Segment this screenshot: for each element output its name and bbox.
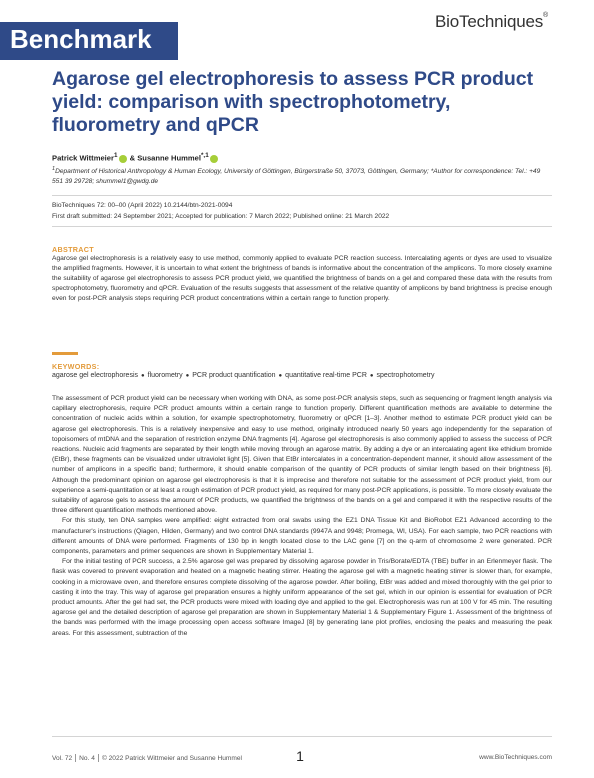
- keyword: spectrophotometry: [376, 372, 435, 379]
- abstract-text: Agarose gel electrophoresis is a relativ…: [52, 255, 552, 302]
- abstract-heading: ABSTRACT: [52, 245, 94, 254]
- journal-logo: BioTechniques®: [435, 12, 548, 31]
- orcid-icon[interactable]: [209, 154, 218, 163]
- keyword-separator: ●: [185, 373, 190, 379]
- footer-separator: [97, 754, 99, 762]
- footer-divider: [52, 736, 552, 737]
- footer-separator: [75, 754, 77, 762]
- keywords-list: agarose gel electrophoresis ● fluorometry ●…: [52, 372, 552, 379]
- author-affiliation-marker: *,1: [200, 152, 209, 159]
- body-paragraph: For this study, ten DNA samples were amp…: [52, 517, 552, 556]
- keywords-accent-bar: [52, 352, 78, 355]
- author-name: Susanne Hummel: [137, 153, 201, 163]
- footer-volume: Vol. 72: [52, 754, 73, 762]
- article-body: The assessment of PCR product yield can …: [52, 394, 552, 639]
- orcid-icon[interactable]: [118, 154, 127, 163]
- keyword: quantitative real-time PCR: [285, 372, 367, 379]
- keyword-separator: ●: [369, 373, 374, 379]
- page-number: 1: [296, 748, 304, 764]
- affiliation-marker: 1: [52, 166, 56, 172]
- body-paragraph: For the initial testing of PCR success, …: [52, 558, 552, 637]
- author-affiliation-marker: 1: [113, 152, 118, 159]
- citation-line: BioTechniques 72: 00–00 (April 2022) 10.…: [52, 202, 233, 209]
- section-banner: [0, 22, 178, 60]
- divider: [52, 226, 552, 227]
- keyword: fluorometry: [147, 372, 183, 379]
- divider: [52, 195, 552, 196]
- keyword-separator: ●: [278, 373, 283, 379]
- keyword: PCR product quantification: [192, 372, 276, 379]
- author-connector: &: [127, 153, 138, 163]
- author-line: Patrick Wittmeier1 & Susanne Hummel*,1: [52, 152, 219, 163]
- keywords-heading: KEYWORDS:: [52, 362, 100, 371]
- footer-website-link[interactable]: www.BioTechniques.com: [479, 754, 552, 761]
- author-name: Patrick Wittmeier: [52, 153, 114, 163]
- section-banner-label: Benchmark: [10, 24, 152, 54]
- footer-copyright: © 2022 Patrick Wittmeier and Susanne Hum…: [101, 754, 243, 762]
- footer-issue: No. 4: [79, 754, 95, 762]
- keyword-separator: ●: [141, 373, 145, 379]
- publication-dates: First draft submitted: 24 September 2021…: [52, 213, 390, 220]
- footer-issue-info: Vol. 72 No. 4 © 2022 Patrick Wittmeier and…: [52, 754, 242, 762]
- body-paragraph: The assessment of PCR product yield can …: [52, 395, 552, 515]
- article-title: Agarose gel electrophoresis to assess PC…: [52, 68, 534, 136]
- affiliation-text: Department of Historical Anthropology & …: [52, 168, 541, 185]
- affiliation: 1Department of Historical Anthropology &…: [52, 165, 552, 186]
- keyword: agarose gel electrophoresis: [52, 372, 138, 379]
